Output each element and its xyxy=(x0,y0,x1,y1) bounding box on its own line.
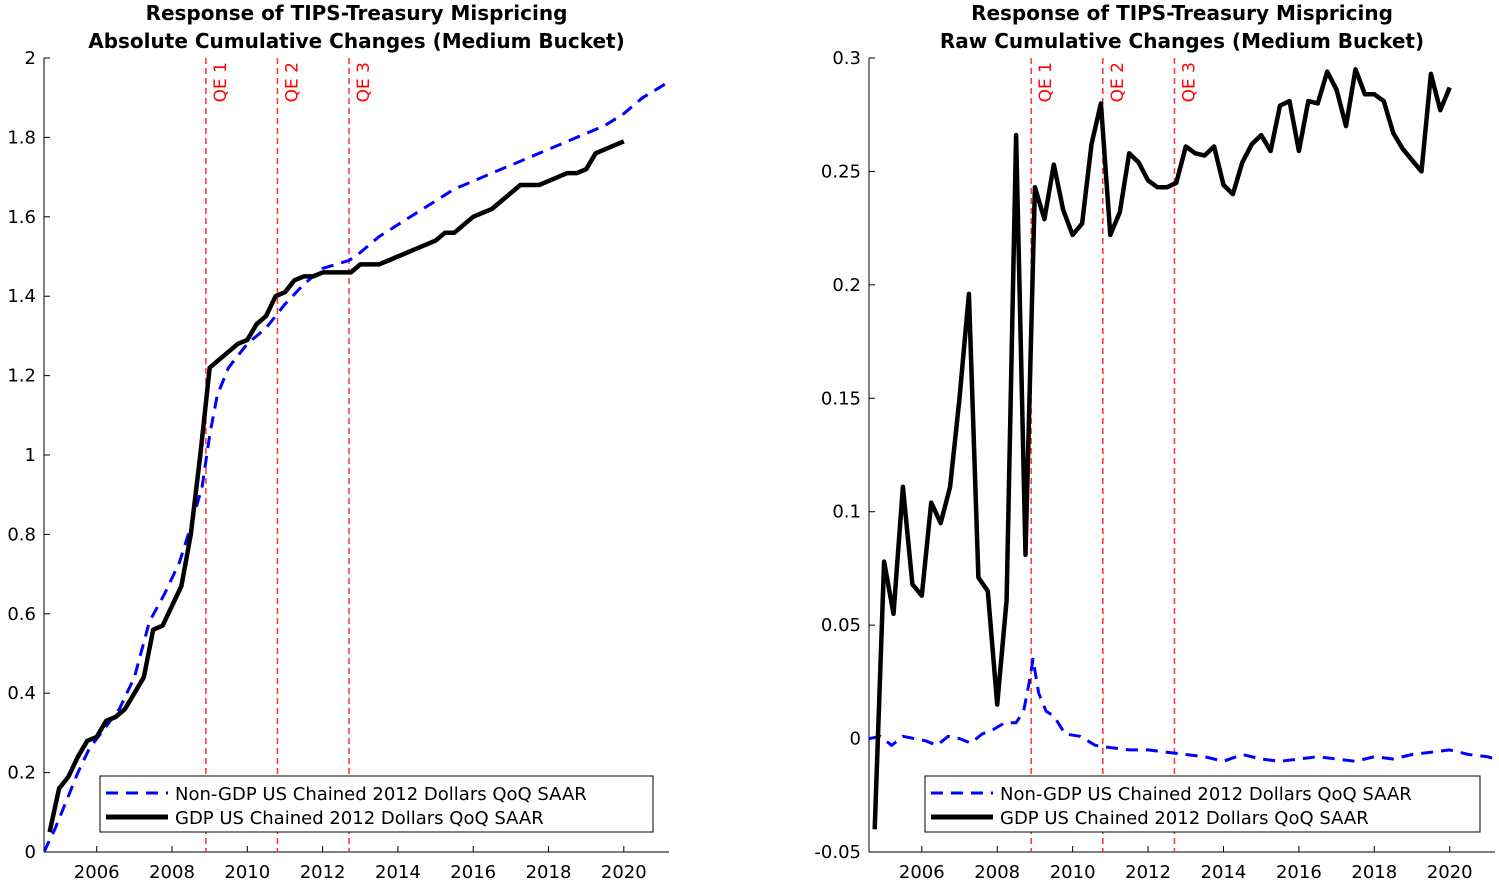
qe-event-label: QE 2 xyxy=(1108,62,1128,102)
x-tick-label: 2018 xyxy=(1351,862,1397,883)
y-tick-label: 0.8 xyxy=(7,524,36,545)
y-tick-label: 0.2 xyxy=(832,275,861,296)
x-tick-label: 2012 xyxy=(1125,862,1171,883)
y-tick-label: 0.15 xyxy=(821,388,861,409)
y-tick-label: 0.1 xyxy=(832,502,861,523)
chart-title-line: Response of TIPS-Treasury Mispricing xyxy=(971,1,1393,25)
x-tick-label: 2016 xyxy=(1276,862,1322,883)
y-tick-label: 1.4 xyxy=(7,286,36,307)
x-tick-label: 2010 xyxy=(1050,862,1096,883)
series-line-gdp xyxy=(872,67,1452,830)
x-tick-label: 2008 xyxy=(974,862,1020,883)
chart-title-line: Raw Cumulative Changes (Medium Bucket) xyxy=(940,29,1424,53)
y-tick-label: 0.25 xyxy=(821,161,861,182)
x-tick-label: 2020 xyxy=(601,862,647,883)
qe-event-label: QE 1 xyxy=(1036,62,1056,102)
x-tick-label: 2014 xyxy=(1201,862,1247,883)
legend-box xyxy=(99,775,654,833)
chart-absolute-cumulative: Response of TIPS-Treasury Mispricing Abso… xyxy=(7,1,670,883)
x-tick-label: 2006 xyxy=(74,862,120,883)
x-tick-label: 2018 xyxy=(526,862,572,883)
qe-event-label: QE 3 xyxy=(354,62,374,102)
y-tick-label: 0.6 xyxy=(7,604,36,625)
qe-event-label: QE 2 xyxy=(282,62,302,102)
legend-label: GDP US Chained 2012 Dollars QoQ SAAR xyxy=(1000,808,1369,829)
chart-raw-cumulative: Response of TIPS-Treasury Mispricing Raw … xyxy=(814,1,1496,883)
y-tick-label: 0.2 xyxy=(7,763,36,784)
x-tick-label: 2012 xyxy=(300,862,346,883)
y-tick-label: 1 xyxy=(25,445,36,466)
x-tick-label: 2010 xyxy=(224,862,270,883)
legend-label: Non-GDP US Chained 2012 Dollars QoQ SAAR xyxy=(1000,784,1412,805)
qe-event-label: QE 1 xyxy=(211,62,231,102)
y-tick-label: 0 xyxy=(850,729,861,750)
legend-label: GDP US Chained 2012 Dollars QoQ SAAR xyxy=(175,808,544,829)
y-tick-label: 1.8 xyxy=(7,127,36,148)
y-tick-label: 0.4 xyxy=(7,683,36,704)
legend-box xyxy=(924,775,1481,833)
y-tick-label: 0.05 xyxy=(821,615,861,636)
y-tick-label: -0.05 xyxy=(814,842,861,863)
legend-label: Non-GDP US Chained 2012 Dollars QoQ SAAR xyxy=(175,784,587,805)
series-line-non-gdp xyxy=(44,80,669,852)
chart-title-line: Response of TIPS-Treasury Mispricing xyxy=(146,1,568,25)
y-tick-label: 2 xyxy=(25,48,36,69)
x-tick-label: 2008 xyxy=(149,862,195,883)
series-line-non-gdp xyxy=(869,657,1495,763)
chart-title-line: Absolute Cumulative Changes (Medium Buck… xyxy=(88,29,625,53)
y-tick-label: 0.3 xyxy=(832,48,861,69)
series-line-gdp xyxy=(47,139,625,833)
y-tick-label: 1.6 xyxy=(7,207,36,228)
y-tick-label: 1.2 xyxy=(7,366,36,387)
qe-event-label: QE 3 xyxy=(1179,62,1199,102)
x-tick-label: 2020 xyxy=(1427,862,1473,883)
x-tick-label: 2006 xyxy=(899,862,945,883)
x-tick-label: 2016 xyxy=(450,862,496,883)
x-tick-label: 2014 xyxy=(375,862,421,883)
y-tick-label: 0 xyxy=(25,842,36,863)
